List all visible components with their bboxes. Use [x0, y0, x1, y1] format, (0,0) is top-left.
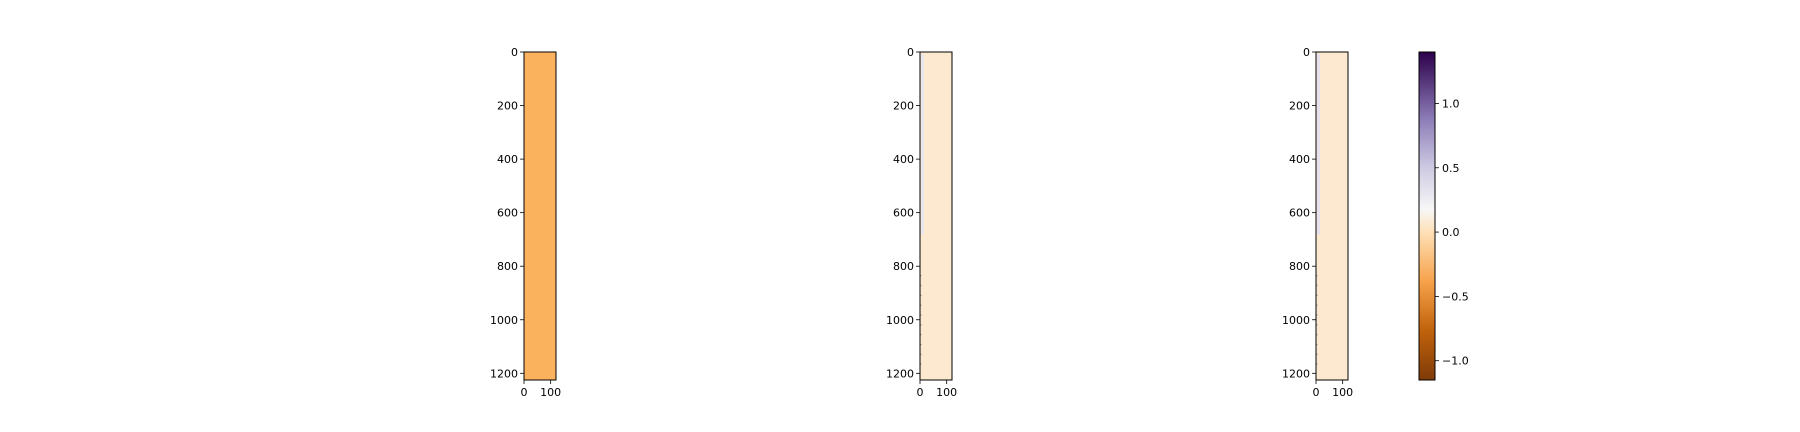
colorbar-tick-label: −1.0 [1442, 355, 1469, 368]
heatmap-speck [1316, 363, 1318, 365]
axes-frame [1315, 51, 1349, 381]
y-tick-label: 800 [1289, 260, 1310, 273]
heatmap-speck [920, 324, 922, 326]
heatmap-speck [920, 314, 922, 316]
heatmap-image [524, 52, 556, 380]
y-tick-label: 800 [893, 260, 914, 273]
y-tick-label: 200 [497, 100, 518, 113]
x-tick-label: 100 [1332, 386, 1353, 399]
heatmap-speck [920, 334, 922, 336]
axes-frame [523, 51, 557, 381]
heatmap-edge-column [921, 54, 924, 235]
x-tick-label: 100 [936, 386, 957, 399]
heatmap-edge-column [1317, 54, 1320, 235]
y-tick-label: 600 [1289, 207, 1310, 220]
heatmap-speck [1316, 353, 1318, 355]
heatmap-speck [1316, 284, 1318, 287]
heatmap-speck [920, 284, 922, 287]
heatmap-speck [920, 304, 922, 306]
x-tick-label: 0 [521, 386, 528, 399]
y-tick-label: 400 [893, 153, 914, 166]
y-tick-label: 1000 [1282, 314, 1310, 327]
y-tick-label: 1200 [490, 367, 518, 380]
y-tick-label: 600 [893, 207, 914, 220]
y-tick-label: 1000 [886, 314, 914, 327]
x-tick-label: 0 [1313, 386, 1320, 399]
heatmap-speck [1316, 324, 1318, 326]
y-tick-label: 0 [1303, 46, 1310, 59]
heatmap-speck [1316, 304, 1318, 306]
y-tick-label: 600 [497, 207, 518, 220]
y-tick-label: 200 [1289, 100, 1310, 113]
heatmap-speck [1316, 343, 1318, 346]
colorbar-tick-label: 0.5 [1442, 162, 1460, 175]
heatmap-speck [920, 275, 922, 277]
axes-frame [919, 51, 953, 381]
colorbar-tick-label: 1.0 [1442, 97, 1460, 110]
heatmap-speck [920, 343, 922, 346]
colorbar-frame [1418, 51, 1436, 381]
y-tick-label: 0 [907, 46, 914, 59]
colorbar-gradient [1419, 52, 1435, 380]
colorbar-tick-label: −0.5 [1442, 290, 1469, 303]
x-tick-label: 100 [540, 386, 561, 399]
y-tick-label: 0 [511, 46, 518, 59]
heatmap-image [920, 52, 952, 380]
heatmap-speck [1316, 314, 1318, 316]
heatmap-speck [920, 353, 922, 355]
colorbar: −1.0 −0.5 0.0 0.5 1.0 [1418, 51, 1469, 381]
colorbar-tick-label: 0.0 [1442, 226, 1460, 239]
heatmap-speck [1316, 294, 1318, 296]
y-tick-label: 200 [893, 100, 914, 113]
y-tick-label: 1000 [490, 314, 518, 327]
heatmap-speck [920, 363, 922, 365]
y-tick-label: 1200 [1282, 367, 1310, 380]
y-tick-label: 400 [1289, 153, 1310, 166]
y-tick-label: 800 [497, 260, 518, 273]
heatmap-speck [1316, 275, 1318, 277]
heatmap-image [1316, 52, 1348, 380]
y-tick-label: 1200 [886, 367, 914, 380]
heatmap-speck [920, 294, 922, 296]
heatmap-speck [1316, 334, 1318, 336]
y-tick-label: 400 [497, 153, 518, 166]
x-tick-label: 0 [917, 386, 924, 399]
